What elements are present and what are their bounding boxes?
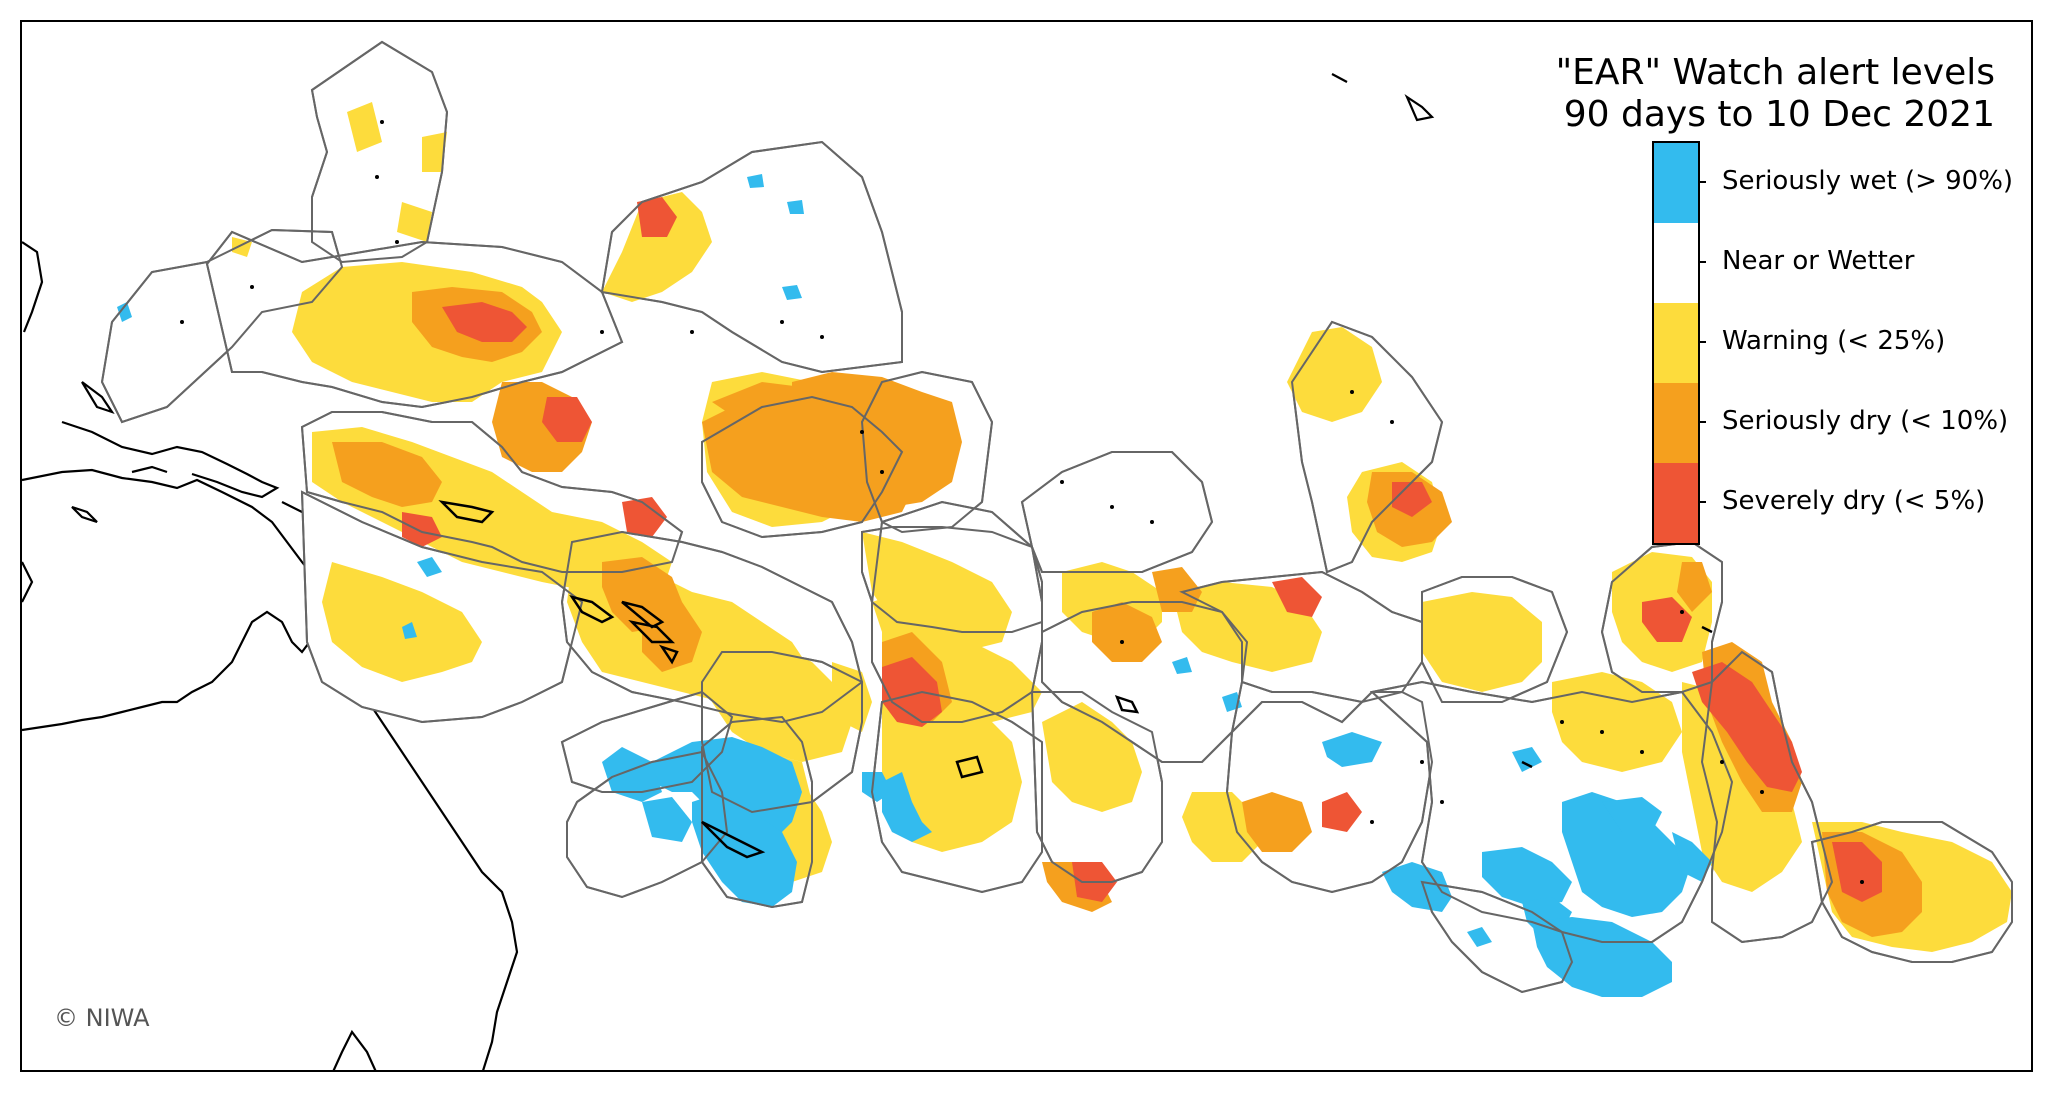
map-title: "EAR" Watch alert levels [1555,52,1995,93]
severely-dry-areas [402,197,1882,902]
legend-swatch-severely-dry [1654,463,1698,543]
region-outlines [100,40,2013,994]
island-outlines [438,500,1713,859]
legend-colorbar [1652,141,1700,545]
legend-swatch-near-or-wetter [1654,223,1698,303]
region-kiribati-central [1020,451,1214,573]
legend-label-warning: Warning (< 25%) [1722,326,1946,356]
legend-label-near-or-wetter: Near or Wetter [1722,246,1915,276]
legend-tick [1698,261,1706,263]
credit-text: © NIWA [54,1004,150,1032]
map-canvas [22,40,2013,1070]
legend-tick [1698,421,1706,423]
legend-swatch-warning [1654,303,1698,383]
legend-swatch-seriously-dry [1654,383,1698,463]
legend: Seriously wet (> 90%) Near or Wetter War… [1652,141,2013,545]
legend-label-severely-dry: Severely dry (< 5%) [1722,486,1986,516]
legend-swatch-seriously-wet [1654,143,1698,223]
legend-tick [1698,501,1706,503]
legend-tick [1698,341,1706,343]
legend-label-seriously-dry: Seriously dry (< 10%) [1722,406,2009,436]
legend-tick [1698,181,1706,183]
map-subtitle: 90 days to 10 Dec 2021 [1563,94,1995,135]
map-frame: "EAR" Watch alert levels 90 days to 10 D… [20,20,2033,1072]
legend-label-seriously-wet: Seriously wet (> 90%) [1722,166,2014,196]
atoll-dots [180,120,1864,884]
seriously-wet-areas [117,174,1712,997]
anomaly-fills [117,102,2012,997]
